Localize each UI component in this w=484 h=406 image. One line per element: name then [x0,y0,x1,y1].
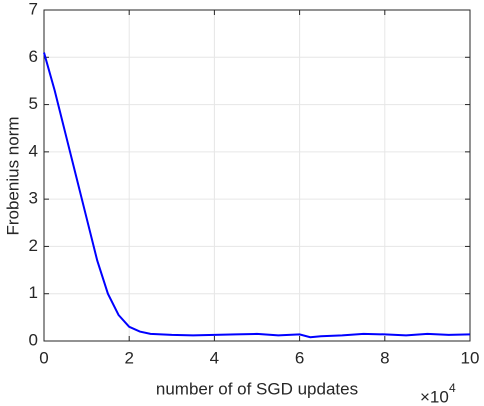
y-tick-label: 7 [29,0,38,18]
y-tick-label: 6 [29,47,38,66]
x-exponent-base: ×10 [420,387,449,406]
x-tick-label: 2 [124,348,133,367]
x-tick-label: 4 [210,348,219,367]
x-axis-label: number of of SGD updates [156,379,358,398]
x-exponent: 4 [449,381,456,395]
x-tick-label: 0 [39,348,48,367]
y-axis-label: Frobenius norm [3,116,22,235]
x-tick-label: 6 [295,348,304,367]
x-tick-label: 8 [380,348,389,367]
y-tick-label: 1 [29,283,38,302]
y-tick-label: 2 [29,236,38,255]
plot-frame [43,9,471,342]
y-tick-label: 4 [29,141,38,160]
x-tick-label: 10 [461,348,480,367]
data-line [43,52,471,339]
y-tick-label: 0 [29,330,38,349]
y-tick-label: 3 [29,189,38,208]
y-tick-label: 5 [29,94,38,113]
